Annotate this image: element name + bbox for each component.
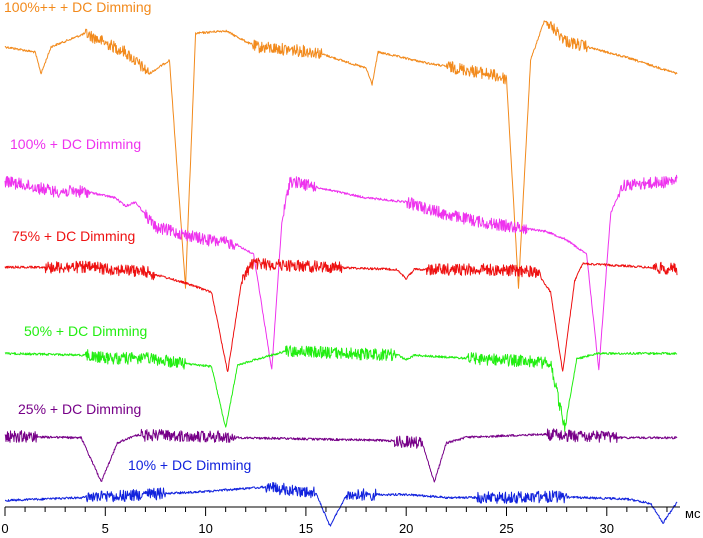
x-tick-label: 20 xyxy=(399,521,413,536)
x-tick-label: 30 xyxy=(600,521,614,536)
x-tick-label: 5 xyxy=(102,521,109,536)
x-axis: 0 5 10 15 20 25 30 мс xyxy=(1,506,701,536)
series-label-5: 25% + DC Dimming xyxy=(18,401,141,417)
traces-group xyxy=(4,20,678,527)
series-label-4: 50% + DC Dimming xyxy=(24,323,147,339)
series-label-3: 75% + DC Dimming xyxy=(12,228,135,244)
x-tick-label: 0 xyxy=(1,521,8,536)
series-labels-group: 100%++ + DC Dimming 100% + DC Dimming 75% … xyxy=(4,0,251,473)
series-label-1: 100%++ + DC Dimming xyxy=(4,0,151,15)
x-axis-unit-label: мс xyxy=(685,506,701,521)
x-axis-ticks: 0 5 10 15 20 25 30 xyxy=(1,507,668,536)
x-tick-label: 10 xyxy=(198,521,212,536)
x-tick-label: 25 xyxy=(499,521,513,536)
series-label-6: 10% + DC Dimming xyxy=(128,457,251,473)
series-line-4 xyxy=(4,345,678,432)
series-label-2: 100% + DC Dimming xyxy=(10,136,141,152)
series-line-1 xyxy=(4,20,678,289)
series-line-2 xyxy=(4,174,678,371)
x-tick-label: 15 xyxy=(299,521,313,536)
series-line-3 xyxy=(4,257,678,372)
series-line-5 xyxy=(4,428,678,483)
series-line-6 xyxy=(4,482,678,527)
